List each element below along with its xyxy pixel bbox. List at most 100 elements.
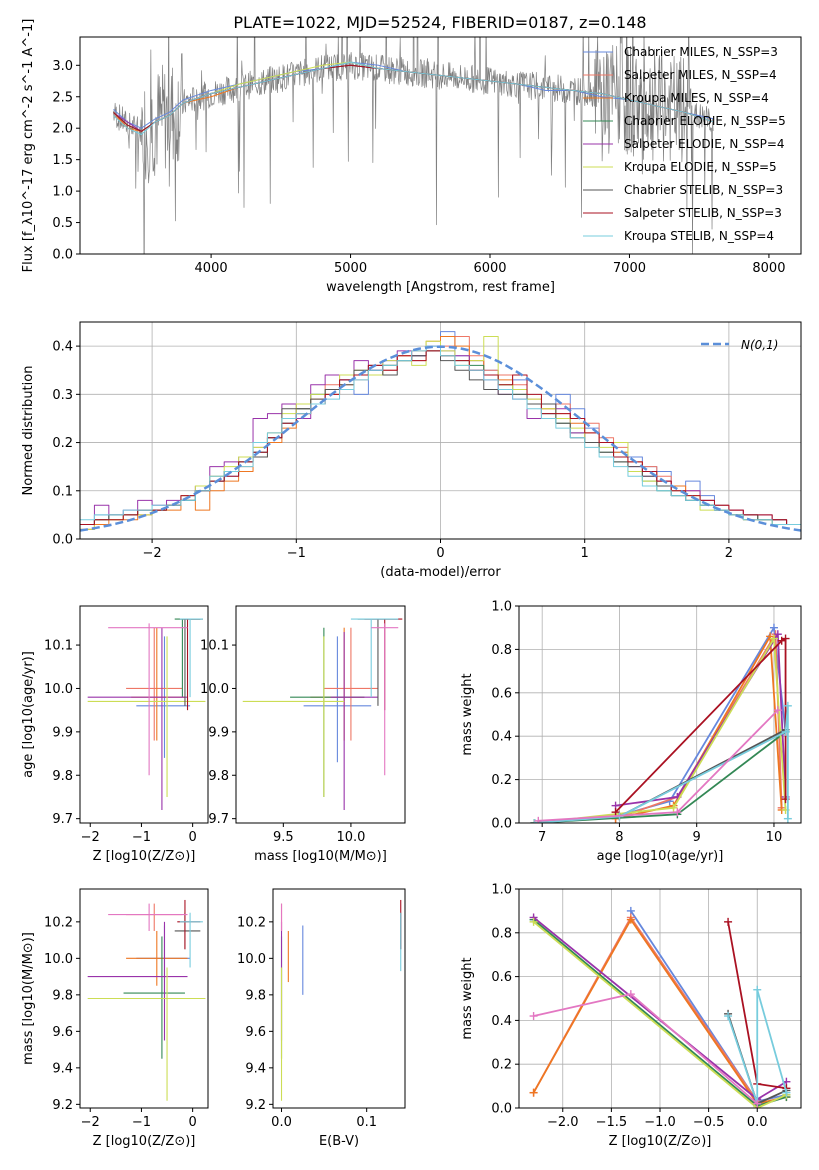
x-tick-label: 0 bbox=[188, 1115, 196, 1130]
plot-area bbox=[530, 623, 792, 823]
y-tick-label: 9.4 bbox=[52, 1061, 73, 1076]
legend-label: N(0,1) bbox=[741, 338, 778, 352]
legend-label: Chabrier MILES, N_SSP=3 bbox=[624, 45, 778, 59]
x-tick-label: −1 bbox=[132, 830, 151, 845]
x-tick-label: −2.0 bbox=[547, 1115, 579, 1130]
panel-age-vs-mass: 9.5 10.0 9.7 9.8 9.9 10.0 10.1 mass [log10(M/M⊙… bbox=[200, 605, 406, 864]
x-tick-label: 9 bbox=[693, 830, 701, 845]
axes-frame bbox=[79, 36, 802, 255]
y-tick-label: 9.8 bbox=[208, 769, 229, 784]
y-tick-label: 0.4 bbox=[52, 340, 73, 355]
legend-label: Kroupa STELIB, N_SSP=4 bbox=[624, 229, 774, 243]
x-tick-label: −2 bbox=[81, 1115, 100, 1130]
x-tick-label: 4000 bbox=[195, 261, 228, 276]
mass-weight-line bbox=[533, 993, 758, 1105]
y-tick-label: 10.1 bbox=[44, 639, 73, 654]
x-axis-label: Z [log10(Z/Z⊙)] bbox=[93, 1134, 196, 1149]
x-tick-label: 0.1 bbox=[356, 1115, 377, 1130]
x-axis-label: age [log10(age/yr)] bbox=[597, 849, 724, 864]
y-tick-label: 9.2 bbox=[245, 1098, 266, 1113]
x-tick-label: 10.0 bbox=[336, 830, 365, 845]
y-tick-label: 0.4 bbox=[491, 1014, 512, 1029]
y-tick-label: 0.5 bbox=[52, 216, 73, 231]
x-axis-label: E(B-V) bbox=[319, 1134, 359, 1149]
legend-label: Salpeter ELODIE, N_SSP=4 bbox=[624, 137, 785, 151]
y-tick-label: 9.8 bbox=[52, 988, 73, 1003]
x-tick-label: 0 bbox=[188, 830, 196, 845]
panel-spectrum: 4000 5000 6000 7000 8000 0.0 0.5 1.0 1.5 2.0 2.5 3.… bbox=[21, 19, 802, 295]
y-tick-label: 10.0 bbox=[237, 952, 266, 967]
axes-frame bbox=[235, 605, 406, 824]
y-tick-label: 1.0 bbox=[491, 600, 512, 615]
mass-weight-line bbox=[614, 637, 787, 813]
y-tick-label: 10.1 bbox=[200, 639, 229, 654]
plot-area bbox=[529, 906, 791, 1108]
y-tick-label: 9.2 bbox=[52, 1098, 73, 1113]
x-tick-label: 8 bbox=[615, 830, 623, 845]
x-tick-label: 2 bbox=[725, 546, 733, 561]
x-tick-label: 6000 bbox=[473, 261, 506, 276]
y-tick-label: 0.0 bbox=[52, 533, 73, 548]
y-tick-label: 10.0 bbox=[200, 682, 229, 697]
histogram-step-line bbox=[80, 345, 801, 526]
panel-residuals: −2 −1 0 1 2 0.0 0.1 0.2 0.3 0.4 (data-model)/error… bbox=[21, 321, 802, 580]
y-tick-label: 0.2 bbox=[491, 773, 512, 788]
y-tick-label: 0.6 bbox=[491, 686, 512, 701]
y-tick-label: 2.0 bbox=[52, 122, 73, 137]
y-tick-label: 0.1 bbox=[52, 484, 73, 499]
y-tick-label: 0.4 bbox=[491, 730, 512, 745]
normal-curve-line bbox=[80, 345, 801, 532]
x-tick-label: −1 bbox=[287, 546, 306, 561]
x-tick-label: 0.0 bbox=[747, 1115, 768, 1130]
y-tick-label: 9.9 bbox=[52, 725, 73, 740]
data-spectrum-line bbox=[113, 37, 714, 254]
model-spectrum-line bbox=[113, 61, 714, 135]
y-tick-label: 9.6 bbox=[245, 1025, 266, 1040]
legend-label: Chabrier ELODIE, N_SSP=5 bbox=[624, 114, 786, 128]
plot-area bbox=[280, 899, 402, 1101]
y-tick-label: 0.2 bbox=[491, 1058, 512, 1073]
mass-weight-line bbox=[615, 635, 783, 820]
y-tick-label: 0.0 bbox=[491, 1102, 512, 1117]
y-tick-label: 9.4 bbox=[245, 1061, 266, 1076]
y-tick-label: 9.9 bbox=[208, 725, 229, 740]
y-tick-label: 9.8 bbox=[52, 769, 73, 784]
panel-mass-vs-EBV: 0.0 0.1 9.2 9.4 9.6 9.8 10.0 10.2 E(B-V) bbox=[237, 888, 406, 1149]
y-tick-label: 0.6 bbox=[491, 970, 512, 985]
y-tick-label: 9.8 bbox=[245, 988, 266, 1003]
x-tick-label: 1 bbox=[581, 546, 589, 561]
legend-label: Salpeter STELIB, N_SSP=3 bbox=[624, 206, 782, 220]
x-tick-label: 0.0 bbox=[271, 1115, 292, 1130]
x-tick-label: 8000 bbox=[752, 261, 785, 276]
plot-area bbox=[87, 899, 206, 1101]
y-tick-label: 1.0 bbox=[491, 883, 512, 898]
y-tick-label: 0.0 bbox=[52, 248, 73, 263]
y-axis-label: age [log10(age/yr)] bbox=[21, 651, 36, 778]
plots-layer: 4000 5000 6000 7000 80000.00.51.01.52.02.53.… bbox=[21, 19, 802, 1149]
model-spectrum-line bbox=[113, 61, 714, 129]
axes-frame bbox=[518, 605, 802, 824]
x-tick-label: 9.5 bbox=[273, 830, 294, 845]
y-tick-label: 10.2 bbox=[44, 915, 73, 930]
plot-area bbox=[113, 37, 714, 254]
y-tick-label: 0.3 bbox=[52, 388, 73, 403]
x-tick-label: 5000 bbox=[334, 261, 367, 276]
x-tick-label: 7 bbox=[538, 830, 546, 845]
y-tick-label: 0.0 bbox=[491, 817, 512, 832]
x-tick-label: −2 bbox=[81, 830, 100, 845]
legend-label: Kroupa ELODIE, N_SSP=5 bbox=[624, 160, 777, 174]
mass-weight-line bbox=[532, 918, 787, 1105]
y-axis-label: mass [log10(M/M⊙)] bbox=[21, 932, 36, 1065]
x-axis-label: mass [log10(M/M⊙)] bbox=[254, 849, 387, 864]
y-axis-label: mass weight bbox=[460, 957, 475, 1039]
x-tick-label: 7000 bbox=[613, 261, 646, 276]
y-axis-label: Flux [f_λ10^-17 erg cm^-2 s^-1 A^-1] bbox=[21, 19, 36, 273]
x-axis-label: wavelength [Angstrom, rest frame] bbox=[326, 280, 555, 295]
legend-label: Salpeter MILES, N_SSP=4 bbox=[624, 68, 777, 82]
y-tick-label: 9.7 bbox=[52, 812, 73, 827]
x-tick-label: −1.0 bbox=[644, 1115, 676, 1130]
y-tick-label: 3.0 bbox=[52, 59, 73, 74]
plot-area bbox=[80, 331, 801, 532]
x-tick-label: −1 bbox=[132, 1115, 151, 1130]
